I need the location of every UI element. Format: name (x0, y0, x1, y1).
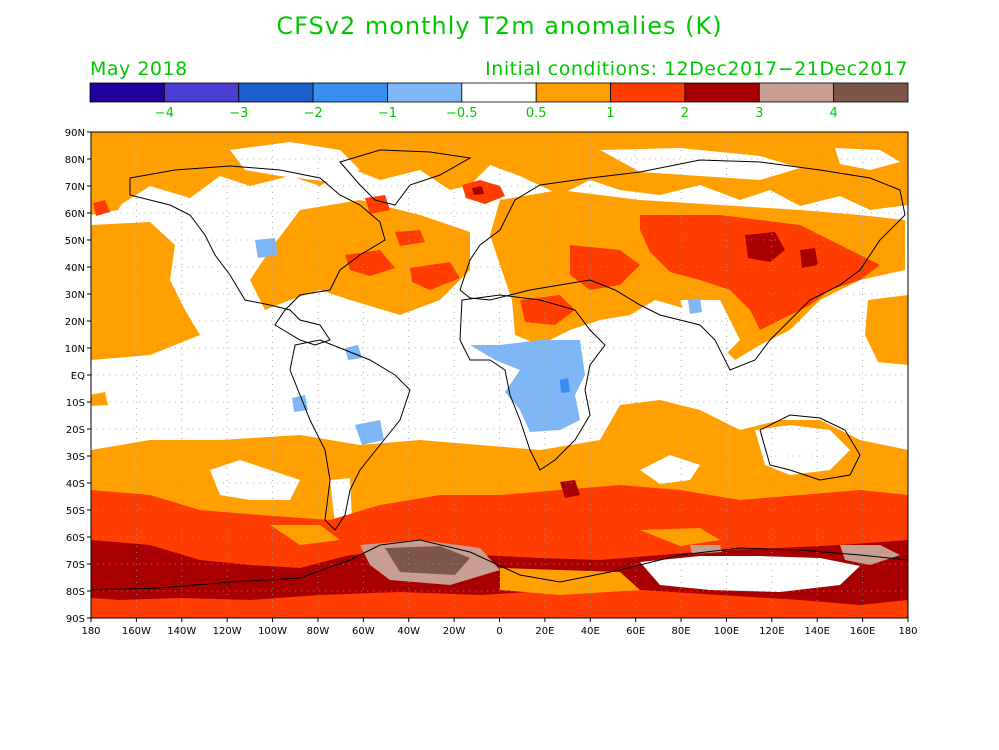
lat-label: 90S (66, 614, 85, 625)
colorbar-label: −0.5 (446, 106, 478, 121)
south-america-coast (289, 339, 411, 531)
lat-label: 70N (65, 182, 85, 193)
lat-label: 60S (66, 533, 85, 544)
lat-label: 50S (66, 506, 85, 517)
colorbar-swatch (89, 82, 165, 103)
colorbar-swatch (163, 82, 240, 103)
lon-label: 100E (714, 626, 739, 637)
lat-label: 70S (66, 560, 85, 571)
lon-label: 40W (397, 626, 420, 637)
eurasia-coast (459, 159, 906, 371)
colorbar-label: 3 (755, 106, 763, 121)
longitude-labels: 180 160W 140W 120W 100W 80W 60W 40W 20W 0 20E 40E 60… (81, 618, 918, 637)
lon-label: 0 (496, 626, 502, 637)
colorbar-swatch (387, 82, 463, 103)
colorbar-label: −2 (304, 106, 323, 121)
latitude-labels: 90N 80N 70N 60N 50N 40N 30N 20N 10N EQ 10S 20S 30S 40… (65, 128, 91, 625)
lat-label: 40S (66, 479, 85, 490)
colorbar: −4 −3 −2 −1 −0.5 0.5 1 2 3 4 (89, 82, 909, 121)
greenland-coast (339, 149, 472, 206)
lat-label: 10N (65, 344, 85, 355)
colorbar-label: 1 (606, 106, 614, 121)
lat-label: 20N (65, 317, 85, 328)
colorbar-swatch (833, 82, 909, 103)
coastlines (91, 149, 908, 591)
colorbar-label: 4 (829, 106, 837, 121)
lon-label: 120E (759, 626, 784, 637)
lon-label: 180 (81, 626, 100, 637)
north-america-coast (129, 165, 386, 346)
colorbar-swatch (684, 82, 760, 103)
lon-label: 20E (535, 626, 554, 637)
grid (91, 132, 908, 618)
lat-label: 40N (65, 263, 85, 274)
lon-label: 160E (850, 626, 875, 637)
colorbar-swatch (238, 82, 314, 103)
lon-label: 60W (352, 626, 375, 637)
australia-coast (759, 414, 861, 481)
anomaly-field (91, 132, 908, 618)
lat-label: 80N (65, 155, 85, 166)
lon-label: 40E (581, 626, 600, 637)
lon-label: 100W (258, 626, 287, 637)
lon-label: 140E (805, 626, 830, 637)
lat-label: EQ (71, 371, 85, 382)
colorbar-label: 0.5 (526, 106, 547, 121)
lat-label: 30S (66, 452, 85, 463)
colorbar-label: −4 (155, 106, 174, 121)
lon-label: 140W (167, 626, 196, 637)
valid-month: May 2018 (90, 58, 188, 80)
lat-label: 30N (65, 290, 85, 301)
colorbar-label: −1 (378, 106, 397, 121)
lon-label: 80E (672, 626, 691, 637)
lat-label: 10S (66, 398, 85, 409)
colorbar-swatch (758, 82, 835, 103)
lon-label: 80W (307, 626, 330, 637)
colorbar-swatch (535, 82, 611, 103)
lon-label: 160W (122, 626, 151, 637)
lat-label: 90N (65, 128, 85, 139)
colorbar-label: 2 (681, 106, 689, 121)
lon-label: 120W (213, 626, 242, 637)
lon-label: 60E (626, 626, 645, 637)
lat-label: 60N (65, 209, 85, 220)
africa-coast (459, 294, 606, 471)
colorbar-swatch (461, 82, 537, 103)
colorbar-swatch (312, 82, 388, 103)
lat-label: 20S (66, 425, 85, 436)
colorbar-swatch (610, 82, 686, 103)
antarctica-coast (91, 539, 908, 591)
colorbar-label: −3 (229, 106, 248, 121)
lon-label: 20W (443, 626, 466, 637)
map-title: CFSv2 monthly T2m anomalies (K) (276, 12, 723, 40)
lon-label: 180 (898, 626, 917, 637)
initial-conditions: Initial conditions: 12Dec2017−21Dec2017 (485, 58, 908, 80)
lat-label: 50N (65, 236, 85, 247)
lat-label: 80S (66, 587, 85, 598)
